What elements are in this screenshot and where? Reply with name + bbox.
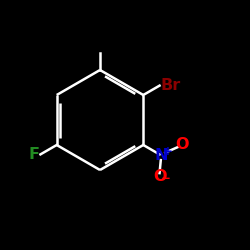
- Text: O: O: [175, 137, 189, 152]
- Text: N: N: [154, 148, 168, 163]
- Text: O: O: [153, 170, 166, 184]
- Text: Br: Br: [161, 78, 181, 93]
- Text: F: F: [28, 147, 39, 162]
- Text: +: +: [163, 144, 173, 158]
- Text: −: −: [161, 172, 171, 185]
